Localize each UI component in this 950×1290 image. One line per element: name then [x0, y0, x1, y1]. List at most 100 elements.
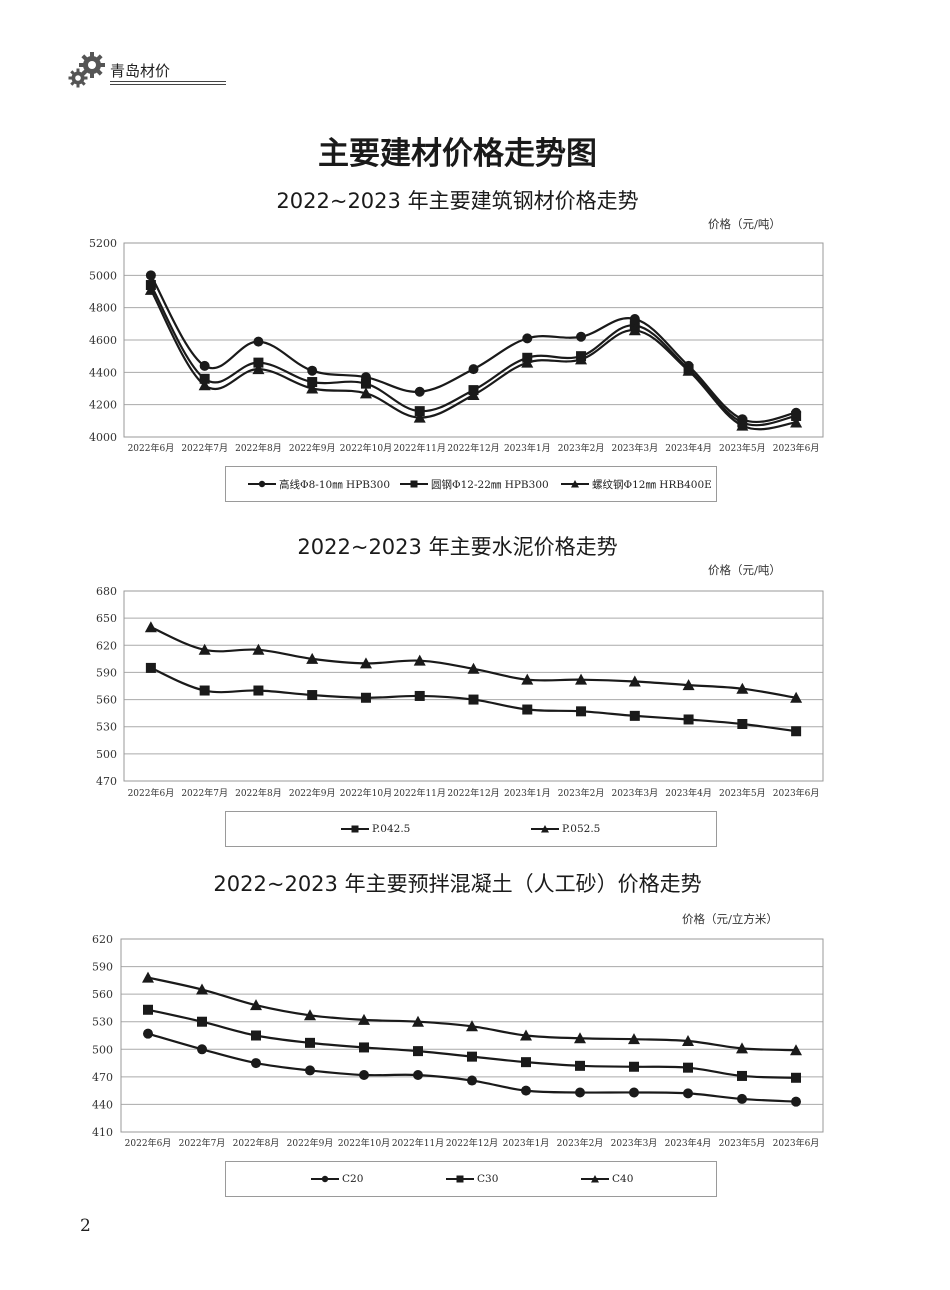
x-tick-label: 2022年9月	[289, 442, 336, 454]
data-point-circle	[199, 360, 210, 371]
data-point-square	[359, 1042, 369, 1053]
data-point-square	[307, 377, 318, 388]
data-point-triangle	[682, 679, 695, 691]
x-tick-label: 2022年6月	[128, 442, 175, 454]
legend-label: 螺纹钢Φ12㎜ HRB400E	[592, 478, 712, 491]
data-point-triangle	[790, 691, 803, 703]
data-point-triangle	[574, 1032, 586, 1044]
x-tick-label: 2023年1月	[503, 1137, 550, 1149]
data-point-square	[467, 1051, 477, 1062]
data-point-circle	[629, 1087, 639, 1098]
data-point-square	[414, 690, 425, 701]
data-point-triangle	[575, 353, 588, 365]
data-point-circle	[307, 365, 318, 376]
data-point-triangle	[520, 1029, 532, 1041]
data-point-square	[791, 410, 802, 421]
y-tick-label: 650	[96, 612, 117, 625]
data-point-triangle	[467, 662, 480, 674]
data-point-circle	[305, 1065, 315, 1076]
data-point-square	[143, 1004, 153, 1015]
legend-item: 螺纹钢Φ12㎜ HRB400E	[561, 467, 712, 501]
x-tick-label: 2022年8月	[235, 787, 282, 799]
y-tick-label: 590	[92, 961, 113, 974]
x-tick-label: 2022年11月	[392, 1137, 444, 1149]
y-tick-label: 500	[92, 1043, 113, 1056]
legend-label: P.052.5	[562, 823, 601, 835]
legend-label: 高线Φ8-10㎜ HPB300	[279, 478, 391, 491]
x-tick-label: 2022年12月	[447, 787, 499, 799]
x-tick-label: 2023年3月	[611, 787, 658, 799]
cement-unit-label: 价格（元/吨）	[708, 563, 781, 577]
y-tick-label: 4000	[89, 431, 117, 444]
x-tick-label: 2022年10月	[338, 1137, 390, 1149]
data-point-square	[629, 1061, 639, 1072]
y-tick-label: 4400	[89, 366, 117, 379]
data-point-triangle	[521, 673, 534, 685]
x-tick-label: 2023年6月	[773, 787, 820, 799]
legend-square-marker	[341, 825, 369, 833]
x-tick-label: 2022年6月	[125, 1137, 172, 1149]
data-point-square	[522, 704, 533, 715]
steel-legend: 高线Φ8-10㎜ HPB300 圆钢Φ12-22㎜ HPB300 螺纹钢Φ12㎜…	[225, 466, 717, 502]
plot-frame	[123, 590, 824, 782]
y-tick-label: 500	[96, 748, 117, 761]
x-tick-label: 2022年12月	[446, 1137, 498, 1149]
legend-triangle-marker	[581, 1175, 609, 1183]
data-point-square	[199, 373, 210, 384]
y-tick-label: 5000	[89, 269, 117, 282]
x-tick-label: 2022年12月	[447, 442, 499, 454]
x-tick-label: 2022年7月	[179, 1137, 226, 1149]
data-point-triangle	[682, 364, 695, 376]
y-tick-label: 560	[96, 694, 117, 707]
data-point-square	[199, 685, 210, 696]
data-point-triangle	[736, 682, 749, 694]
x-tick-label: 2023年3月	[611, 1137, 658, 1149]
series-line	[147, 1008, 797, 1079]
x-tick-label: 2023年2月	[558, 442, 605, 454]
x-tick-label: 2022年8月	[235, 442, 282, 454]
data-point-triangle	[252, 643, 265, 655]
data-point-circle	[413, 1070, 423, 1081]
y-tick-label: 470	[96, 775, 117, 788]
x-tick-label: 2022年11月	[394, 787, 446, 799]
y-tick-label: 440	[92, 1098, 113, 1111]
data-point-triangle	[359, 657, 372, 669]
data-point-circle	[521, 1085, 531, 1096]
y-tick-label: 470	[92, 1071, 113, 1084]
legend-square-marker	[446, 1175, 474, 1183]
data-point-triangle	[250, 999, 262, 1011]
data-point-square	[737, 1070, 747, 1081]
data-point-square	[305, 1037, 315, 1048]
data-point-square	[791, 1072, 801, 1083]
steel-price-chart: 4000 4200 4400 4600 4800 5000 5200 2022年6月 2022年…	[89, 237, 824, 454]
page-title: 主要建材价格走势图	[318, 136, 597, 172]
x-tick-label: 2023年2月	[557, 1137, 604, 1149]
data-point-square	[307, 690, 318, 701]
data-point-circle	[522, 333, 533, 344]
x-tick-label: 2022年10月	[340, 442, 392, 454]
data-point-triangle	[682, 1035, 694, 1047]
data-point-circle	[576, 331, 587, 342]
data-point-triangle	[466, 1020, 478, 1032]
x-tick-label: 2022年11月	[394, 442, 446, 454]
x-tick-label: 2022年6月	[128, 787, 175, 799]
data-point-square	[360, 692, 371, 703]
y-tick-label: 4200	[89, 399, 117, 412]
legend-square-marker	[400, 480, 428, 488]
x-tick-label: 2023年1月	[504, 442, 551, 454]
data-point-circle	[468, 364, 479, 375]
data-point-triangle	[359, 387, 372, 399]
series-line	[147, 976, 797, 1052]
data-point-circle	[359, 1070, 369, 1081]
data-point-circle	[575, 1087, 585, 1098]
data-point-triangle	[144, 621, 157, 633]
data-point-triangle	[736, 419, 749, 431]
data-point-square	[683, 1062, 693, 1073]
y-tick-label: 560	[92, 988, 113, 1001]
cement-price-chart: 470 500 530 560 590 620 650 680 2022年6月 2022年7月 20…	[96, 585, 824, 799]
concrete-unit-label: 价格（元/立方米）	[682, 912, 778, 926]
data-point-square	[197, 1016, 207, 1027]
data-point-circle	[197, 1044, 207, 1055]
x-tick-label: 2022年7月	[181, 442, 228, 454]
header-rule	[110, 81, 226, 82]
